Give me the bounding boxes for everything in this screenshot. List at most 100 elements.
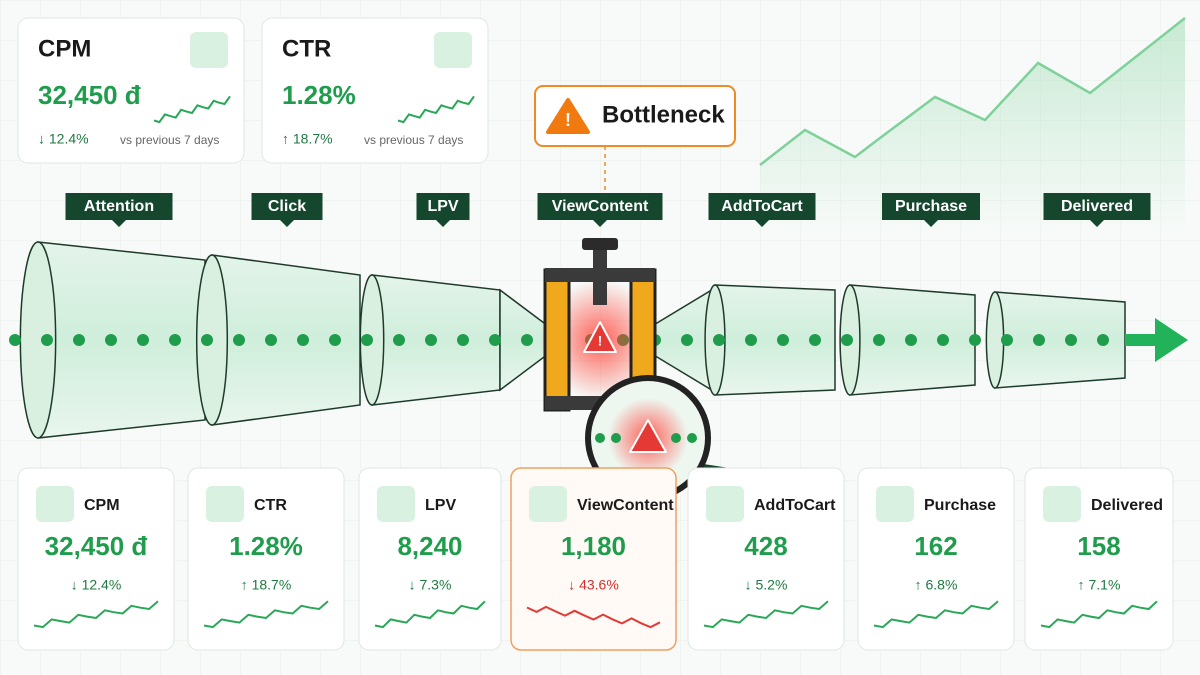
trend-area — [760, 18, 1185, 230]
metric-label: CTR — [254, 497, 287, 514]
clamp-bar — [545, 268, 655, 282]
summary-icon — [434, 32, 472, 68]
flow-dot — [905, 334, 917, 346]
metric-value: 428 — [744, 531, 787, 561]
stage-label-box — [65, 193, 173, 227]
flow-dot — [425, 334, 437, 346]
stage-label: Delivered — [1061, 198, 1133, 215]
stage-label-box — [537, 193, 663, 227]
lens-dot — [671, 433, 681, 443]
summary-card — [261, 17, 489, 164]
stage-label-box — [882, 193, 980, 227]
summary-value: 1.28% — [282, 80, 356, 110]
metric-icon — [377, 486, 415, 522]
lens-alert-icon — [629, 419, 667, 453]
stage-label: LPV — [427, 198, 458, 215]
bottleneck-callout: ! Bottleneck — [534, 85, 736, 192]
warning-icon — [546, 98, 590, 134]
warning-mark: ! — [565, 110, 571, 130]
sparkline — [703, 600, 829, 629]
metric-change: ↑ 18.7% — [241, 577, 292, 593]
flow-dot — [969, 334, 981, 346]
stage-label: ViewContent — [552, 198, 649, 215]
flow-dot — [265, 334, 277, 346]
flow-dot — [137, 334, 149, 346]
flow-dot — [777, 334, 789, 346]
summary-icon — [190, 32, 228, 68]
metric-label: Purchase — [924, 497, 996, 514]
flow-dot — [329, 334, 341, 346]
metric-change: ↑ 7.1% — [1078, 577, 1121, 593]
callout-label: Bottleneck — [602, 101, 725, 128]
sparkline — [526, 605, 661, 629]
alert-icon — [583, 321, 617, 353]
summary-comparison: vs previous 7 days — [120, 133, 219, 147]
summary-comparison: vs previous 7 days — [364, 133, 463, 147]
sparkline — [153, 95, 231, 124]
stage-labels: Attention Click LPV ViewContent AddToCart Pur… — [65, 193, 1151, 227]
summary-title: CPM — [38, 35, 91, 62]
stage-label-box — [708, 193, 816, 227]
lens-dot — [611, 433, 621, 443]
flow-dot — [521, 334, 533, 346]
metric-value: 32,450 đ — [45, 531, 148, 561]
sparkline — [33, 600, 159, 629]
stage-label-box — [416, 193, 470, 227]
summary-title: CTR — [282, 35, 331, 62]
summary-change: ↑ 18.7% — [282, 131, 333, 147]
flow-dot — [169, 334, 181, 346]
stage-label-box — [251, 193, 323, 227]
flow-dot — [937, 334, 949, 346]
metric-label: CPM — [84, 497, 120, 514]
clamp-frame-left — [543, 268, 571, 412]
flow-dot — [809, 334, 821, 346]
flow-dot — [393, 334, 405, 346]
summary-value: 32,450 đ — [38, 80, 141, 110]
flow-dot — [745, 334, 757, 346]
flow-dot — [105, 334, 117, 346]
flow-dot — [489, 334, 501, 346]
flow-dot — [841, 334, 853, 346]
flow-dot — [73, 334, 85, 346]
metric-value: 1,180 — [561, 531, 626, 561]
metric-change: ↓ 5.2% — [745, 577, 788, 593]
flow-dot — [713, 334, 725, 346]
flow-dot — [361, 334, 373, 346]
flow-dot — [1001, 334, 1013, 346]
metric-value: 158 — [1077, 531, 1120, 561]
metric-change: ↓ 7.3% — [409, 577, 452, 593]
metric-label: AddToCart — [754, 497, 836, 514]
sparkline — [203, 600, 329, 629]
summary-change: ↓ 12.4% — [38, 131, 89, 147]
lens-dot — [687, 433, 697, 443]
stage-label: Attention — [84, 198, 154, 215]
flow-dot — [41, 334, 53, 346]
flow-dot — [9, 334, 21, 346]
flow-dot — [1097, 334, 1109, 346]
alert-mark: ! — [598, 333, 603, 349]
metric-change: ↓ 43.6% — [568, 577, 619, 593]
cards: CPM 32,450 đ ↓ 12.4% vs previous 7 days CTR 1… — [17, 17, 1174, 651]
metric-value: 8,240 — [397, 531, 462, 561]
metric-icon — [1043, 486, 1081, 522]
flow-dot — [873, 334, 885, 346]
metric-change: ↑ 6.8% — [915, 577, 958, 593]
metric-label: ViewContent — [577, 497, 674, 514]
metric-icon — [876, 486, 914, 522]
metric-label: Delivered — [1091, 497, 1163, 514]
summary-card — [17, 17, 245, 164]
metric-icon — [706, 486, 744, 522]
stage-label: Purchase — [895, 198, 967, 215]
clamp-handle — [582, 238, 618, 250]
lens-dot — [595, 433, 605, 443]
flow-dot — [681, 334, 693, 346]
flow-dot — [1065, 334, 1077, 346]
metric-value: 162 — [914, 531, 957, 561]
stage-label-box — [1043, 193, 1151, 227]
flow-dot — [297, 334, 309, 346]
trend-line — [759, 17, 1186, 166]
flow-dot — [457, 334, 469, 346]
sparkline — [374, 600, 486, 629]
stage-label: Click — [268, 198, 306, 215]
